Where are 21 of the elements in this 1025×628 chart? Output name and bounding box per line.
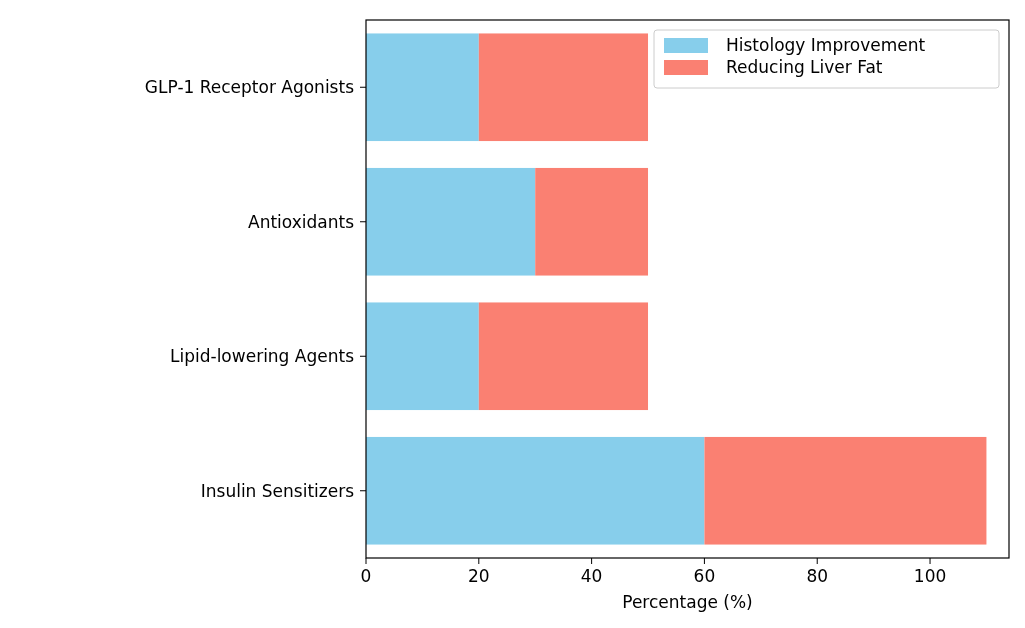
legend-label: Histology Improvement xyxy=(726,35,926,55)
bar xyxy=(366,436,705,545)
x-axis-title: Percentage (%) xyxy=(622,592,753,612)
x-tick-label: 20 xyxy=(467,566,490,586)
bar xyxy=(366,302,479,411)
bar xyxy=(366,33,479,142)
x-tick-label: 40 xyxy=(580,566,603,586)
y-tick-label: GLP-1 Receptor Agonists xyxy=(144,77,355,98)
bar xyxy=(535,167,649,276)
legend-label: Reducing Liver Fat xyxy=(726,57,883,77)
y-tick-label: Antioxidants xyxy=(248,211,355,232)
y-tick-label: Lipid-lowering Agents xyxy=(170,346,355,367)
bar xyxy=(478,302,649,411)
x-tick-label: 100 xyxy=(913,566,947,586)
x-tick-label: 60 xyxy=(693,566,716,586)
y-tick-label: Insulin Sensitizers xyxy=(200,480,355,501)
bar xyxy=(366,167,536,276)
x-tick-label: 0 xyxy=(360,566,372,586)
bar xyxy=(704,436,987,545)
bar xyxy=(478,33,649,142)
x-tick-label: 80 xyxy=(806,566,829,586)
